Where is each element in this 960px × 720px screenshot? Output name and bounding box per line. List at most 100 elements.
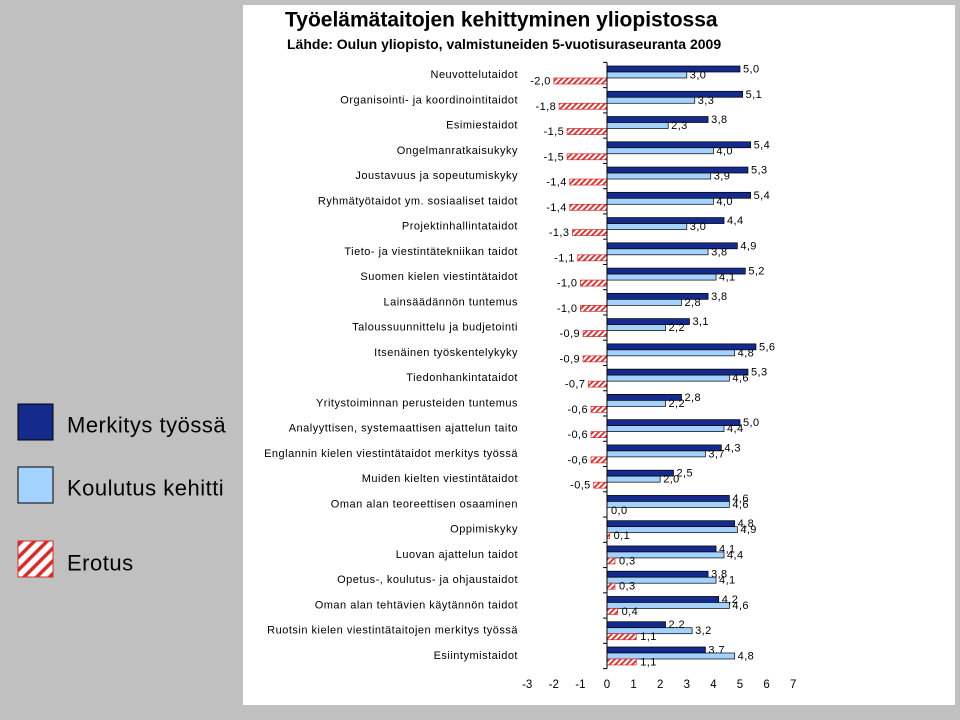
erotus-value-label: 0,1 — [614, 530, 631, 542]
erotus-value-label: -1,3 — [549, 227, 570, 239]
category-label: Analyyttisen, systemaattisen ajattelun t… — [289, 423, 518, 435]
x-tick-label: -2 — [549, 679, 559, 691]
koulutus-kehitti-value-label: 4,8 — [738, 347, 755, 359]
koulutus-kehitti-bar — [606, 324, 666, 331]
erotus-value-label: -0,6 — [567, 454, 588, 466]
merkitys-tyossa-value-label: 4,4 — [727, 215, 744, 227]
koulutus-kehitti-value-label: 3,7 — [708, 448, 725, 460]
merkitys-tyossa-value-label: 2,5 — [677, 468, 694, 480]
category-label: Oman alan teoreettisen osaaminen — [331, 498, 518, 510]
category-label: Esiintymistaidot — [434, 650, 518, 662]
merkitys-tyossa-bar — [606, 368, 749, 376]
merkitys-tyossa-bar — [606, 116, 709, 123]
merkitys-tyossa-bar — [606, 495, 730, 502]
erotus-bar — [558, 102, 608, 110]
category-label: Tiedonhankintataidot — [406, 372, 518, 384]
erotus-value-label: 0,3 — [619, 581, 636, 593]
koulutus-kehitti-value-label: 2,2 — [669, 322, 686, 334]
merkitys-tyossa-value-label: 3,8 — [711, 291, 728, 303]
category-label: Ryhmätyötaidot ym. sosiaaliset taidot — [318, 195, 518, 207]
x-tick-label: 5 — [737, 679, 743, 691]
x-tick-label: -1 — [575, 679, 585, 691]
koulutus-kehitti-value-label: 3,3 — [698, 95, 715, 107]
koulutus-kehitti-value-label: 4,6 — [732, 373, 749, 385]
merkitys-tyossa-value-label: 2,8 — [684, 392, 701, 404]
erotus-value-label: -0,6 — [567, 404, 588, 416]
legend-swatch-merkitys-tyossa — [17, 403, 54, 441]
erotus-value-label: -1,5 — [544, 151, 565, 163]
x-tick-label: 6 — [763, 679, 769, 691]
legend-label-koulutus-kehitti: Koulutus kehitti — [67, 476, 224, 501]
koulutus-kehitti-bar — [606, 475, 661, 483]
koulutus-kehitti-value-label: 2,8 — [684, 297, 701, 309]
merkitys-tyossa-bar — [606, 570, 709, 578]
erotus-value-label: -1,8 — [536, 101, 557, 113]
category-label: Oppimiskyky — [450, 524, 518, 536]
merkitys-tyossa-value-label: 5,3 — [751, 367, 768, 379]
koulutus-kehitti-bar — [606, 400, 666, 407]
erotus-bar — [606, 582, 616, 590]
koulutus-kehitti-bar — [606, 96, 696, 104]
legend: Merkitys työssä Koulutus kehitti Erotus — [17, 403, 226, 578]
koulutus-kehitti-value-label: 3,2 — [695, 625, 712, 637]
erotus-bar — [606, 633, 637, 641]
category-label: Ongelmanratkaisukyky — [397, 145, 518, 157]
koulutus-kehitti-value-label: 4,6 — [732, 499, 749, 511]
merkitys-tyossa-value-label: 4,8 — [738, 518, 755, 530]
merkitys-tyossa-value-label: 5,4 — [754, 190, 771, 202]
koulutus-kehitti-value-label: 4,0 — [716, 145, 733, 157]
category-label: Organisointi- ja koordinointitaidot — [340, 94, 518, 106]
merkitys-tyossa-value-label: 5,1 — [746, 89, 763, 101]
category-label: Muiden kielten viestintätaidot — [362, 473, 518, 485]
category-label: Oman alan tehtävien käytännön taidot — [315, 599, 518, 611]
koulutus-kehitti-bar — [606, 425, 725, 432]
erotus-value-label: 1,1 — [640, 631, 657, 643]
koulutus-kehitti-value-label: 4,6 — [732, 600, 749, 612]
erotus-value-label: -1,5 — [544, 126, 565, 138]
merkitys-tyossa-value-label: 5,0 — [743, 417, 760, 429]
koulutus-kehitti-value-label: 3,0 — [690, 221, 707, 233]
erotus-bar — [606, 557, 616, 565]
x-tick-label: 7 — [790, 679, 796, 691]
legend-label-erotus: Erotus — [67, 551, 134, 576]
koulutus-kehitti-bar — [606, 273, 717, 281]
koulutus-kehitti-bar — [606, 248, 709, 256]
merkitys-tyossa-bar — [606, 596, 720, 603]
erotus-value-label: -0,9 — [559, 328, 580, 340]
merkitys-tyossa-bar — [606, 65, 741, 73]
x-tick-label: 3 — [684, 679, 690, 691]
koulutus-kehitti-bar — [606, 172, 712, 180]
category-label: Englannin kielen viestintätaidot merkity… — [264, 448, 518, 460]
category-label: Joustavuus ja sopeutumiskyky — [355, 170, 518, 182]
koulutus-kehitti-value-label: 4,1 — [719, 272, 736, 284]
erotus-bar — [580, 304, 608, 312]
merkitys-tyossa-value-label: 5,3 — [751, 165, 768, 177]
merkitys-tyossa-value-label: 5,4 — [754, 139, 771, 151]
erotus-bar — [588, 380, 608, 388]
merkitys-tyossa-value-label: 4,6 — [732, 493, 749, 505]
erotus-bar — [577, 254, 608, 262]
koulutus-kehitti-bar — [606, 197, 714, 205]
koulutus-kehitti-bar — [606, 450, 706, 458]
koulutus-kehitti-bar — [606, 71, 688, 79]
category-label: Esimiestaidot — [446, 120, 518, 132]
erotus-bar — [569, 178, 608, 186]
erotus-value-label: -1,4 — [546, 177, 567, 189]
erotus-bar — [593, 481, 608, 489]
erotus-bar — [606, 658, 637, 666]
merkitys-tyossa-bar — [606, 646, 706, 654]
koulutus-kehitti-value-label: 4,9 — [740, 524, 757, 536]
erotus-value-label: -0,7 — [565, 379, 586, 391]
merkitys-tyossa-bar — [606, 520, 736, 528]
merkitys-tyossa-bar — [606, 90, 744, 98]
plot-area: Neuvottelutaidot 5,0 3,0 -2,0 Organisointi- … — [264, 61, 796, 691]
erotus-bar — [590, 431, 608, 438]
category-label: Ruotsin kielen viestintätaitojen merkity… — [267, 625, 518, 637]
merkitys-tyossa-bar — [606, 419, 741, 426]
merkitys-tyossa-value-label: 3,8 — [711, 114, 728, 126]
category-label: Itsenäinen työskentelykyky — [374, 347, 518, 359]
category-label: Projektinhallintataidot — [402, 221, 518, 233]
koulutus-kehitti-value-label: 3,9 — [714, 171, 731, 183]
